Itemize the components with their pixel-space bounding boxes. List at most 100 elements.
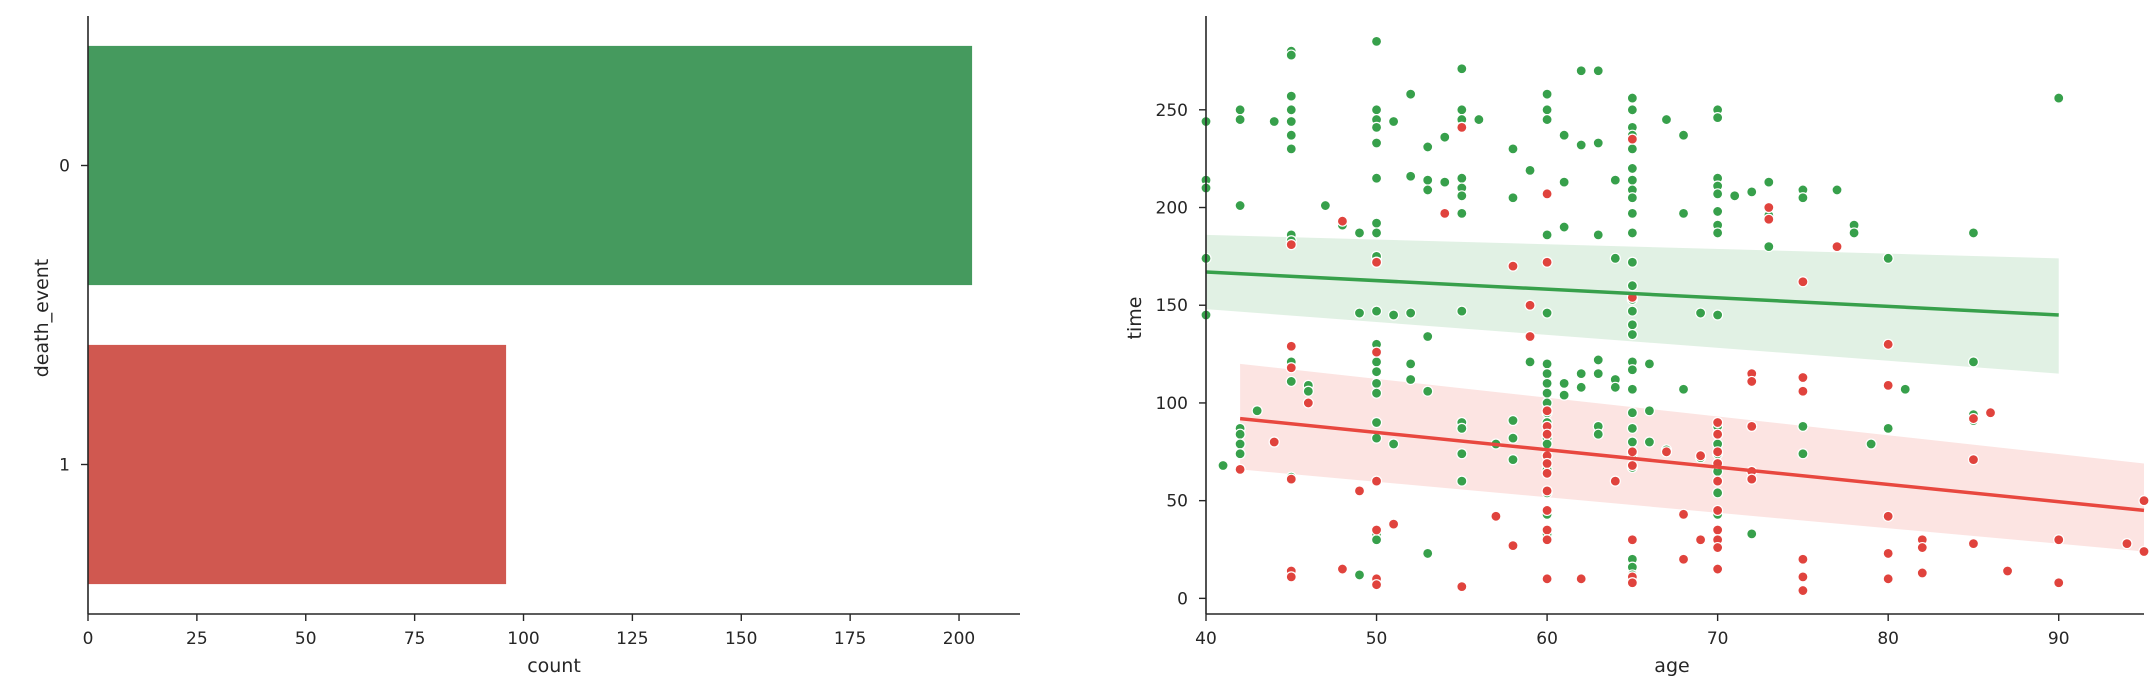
scatter-point-0 xyxy=(1405,170,1417,182)
scatter-point-0 xyxy=(1285,129,1297,141)
scatter-point-1 xyxy=(1763,213,1775,225)
scatter-point-0 xyxy=(1422,330,1434,343)
scatter-point-0 xyxy=(1285,143,1297,155)
scatter-point-0 xyxy=(1882,422,1894,434)
scatter-point-0 xyxy=(1643,436,1656,448)
scatter-point-0 xyxy=(1541,307,1553,319)
bar-0 xyxy=(88,45,973,286)
scatter-point-0 xyxy=(1712,205,1724,218)
scatter-x-tick-label: 90 xyxy=(2048,629,2070,649)
scatter-point-1 xyxy=(1541,573,1553,585)
scatter-point-0 xyxy=(1387,115,1400,128)
scatter-point-1 xyxy=(1507,260,1519,272)
scatter-point-0 xyxy=(1422,385,1434,397)
bar-y-tick-label: 1 xyxy=(59,456,70,476)
scatter-point-0 xyxy=(1746,186,1758,198)
scatter-point-0 xyxy=(1387,438,1400,450)
bar-y-axis-label: death_event xyxy=(31,259,53,378)
scatter-point-0 xyxy=(1592,428,1604,440)
scatter-point-0 xyxy=(1592,368,1604,380)
scatter-point-0 xyxy=(1541,377,1553,389)
scatter-point-0 xyxy=(1217,459,1229,472)
scatter-y-tick-label: 0 xyxy=(1177,589,1188,609)
scatter-point-1 xyxy=(1712,524,1724,536)
scatter-y-tick-label: 150 xyxy=(1156,296,1188,316)
scatter-point-1 xyxy=(1541,188,1553,200)
scatter-point-0 xyxy=(1370,104,1383,116)
scatter-point-1 xyxy=(1746,420,1758,432)
bar-marks xyxy=(88,45,973,585)
scatter-point-0 xyxy=(1456,305,1468,317)
scatter-point-1 xyxy=(1285,239,1297,251)
scatter-point-1 xyxy=(1234,463,1246,475)
scatter-point-1 xyxy=(1456,121,1468,133)
scatter-point-1 xyxy=(1916,567,1928,579)
scatter-point-0 xyxy=(1541,387,1553,399)
scatter-point-0 xyxy=(1541,113,1553,126)
scatter-point-1 xyxy=(1882,338,1894,350)
scatter-point-0 xyxy=(1967,227,1980,239)
scatter-point-0 xyxy=(1456,207,1468,219)
scatter-y-tick-label: 100 xyxy=(1156,394,1188,414)
scatter-y-tick-label: 200 xyxy=(1156,199,1188,219)
scatter-point-1 xyxy=(1882,510,1894,522)
bar-x-tick-label: 0 xyxy=(83,629,94,649)
scatter-point-0 xyxy=(1234,104,1246,116)
scatter-point-1 xyxy=(1626,446,1638,458)
scatter-point-0 xyxy=(1541,104,1553,116)
scatter-point-0 xyxy=(1370,387,1383,399)
scatter-point-1 xyxy=(1336,215,1349,227)
scatter-point-0 xyxy=(2053,92,2065,104)
bar-chart: 0 25 50 75 100 125 150 175 200 01 count death_ev… xyxy=(31,16,1020,677)
scatter-point-0 xyxy=(1541,88,1553,100)
scatter-point-1 xyxy=(1285,340,1297,352)
scatter-point-1 xyxy=(1439,207,1451,219)
scatter-point-0 xyxy=(1370,305,1383,317)
scatter-y-axis-label: time xyxy=(1124,297,1146,340)
scatter-point-0 xyxy=(1592,137,1604,149)
bar-y-ticks: 01 xyxy=(59,157,88,476)
bar-x-tick-label: 50 xyxy=(295,629,317,649)
scatter-point-0 xyxy=(1712,188,1724,200)
scatter-point-0 xyxy=(1541,368,1553,380)
scatter-point-1 xyxy=(1746,473,1758,485)
scatter-point-1 xyxy=(1882,573,1894,585)
scatter-point-1 xyxy=(1712,541,1724,554)
scatter-point-0 xyxy=(1285,49,1297,61)
scatter-point-1 xyxy=(1967,454,1980,466)
scatter-x-tick-label: 40 xyxy=(1195,629,1217,649)
scatter-point-0 xyxy=(1763,241,1775,253)
scatter-point-1 xyxy=(1285,362,1297,374)
scatter-point-1 xyxy=(1507,540,1519,552)
scatter-point-1 xyxy=(1353,485,1366,497)
scatter-point-1 xyxy=(1370,524,1383,536)
bar-x-axis-label: count xyxy=(527,655,581,677)
scatter-point-0 xyxy=(1456,104,1468,116)
scatter-point-0 xyxy=(1285,375,1297,388)
scatter-point-1 xyxy=(1609,475,1621,487)
scatter-point-0 xyxy=(1439,131,1451,143)
scatter-point-1 xyxy=(1712,446,1724,458)
scatter-point-0 xyxy=(1626,422,1638,434)
scatter-point-1 xyxy=(1541,428,1553,440)
scatter-point-1 xyxy=(1524,299,1536,311)
scatter-point-1 xyxy=(1882,547,1894,560)
scatter-point-1 xyxy=(1387,518,1400,530)
scatter-point-1 xyxy=(1370,475,1383,487)
scatter-point-0 xyxy=(1626,143,1638,155)
scatter-x-tick-label: 70 xyxy=(1707,629,1729,649)
bar-1 xyxy=(88,344,507,585)
scatter-point-1 xyxy=(1694,450,1707,462)
scatter-point-1 xyxy=(1285,571,1297,583)
scatter-point-0 xyxy=(1626,207,1638,219)
scatter-point-0 xyxy=(1575,65,1587,77)
scatter-point-1 xyxy=(1541,405,1553,417)
scatter-point-0 xyxy=(1541,229,1553,241)
scatter-point-1 xyxy=(2053,577,2065,589)
scatter-point-0 xyxy=(1268,115,1280,128)
scatter-point-0 xyxy=(1609,381,1621,393)
scatter-point-0 xyxy=(1643,358,1656,370)
scatter-point-0 xyxy=(1507,432,1519,444)
scatter-point-0 xyxy=(1592,229,1604,241)
scatter-point-0 xyxy=(1643,405,1656,417)
